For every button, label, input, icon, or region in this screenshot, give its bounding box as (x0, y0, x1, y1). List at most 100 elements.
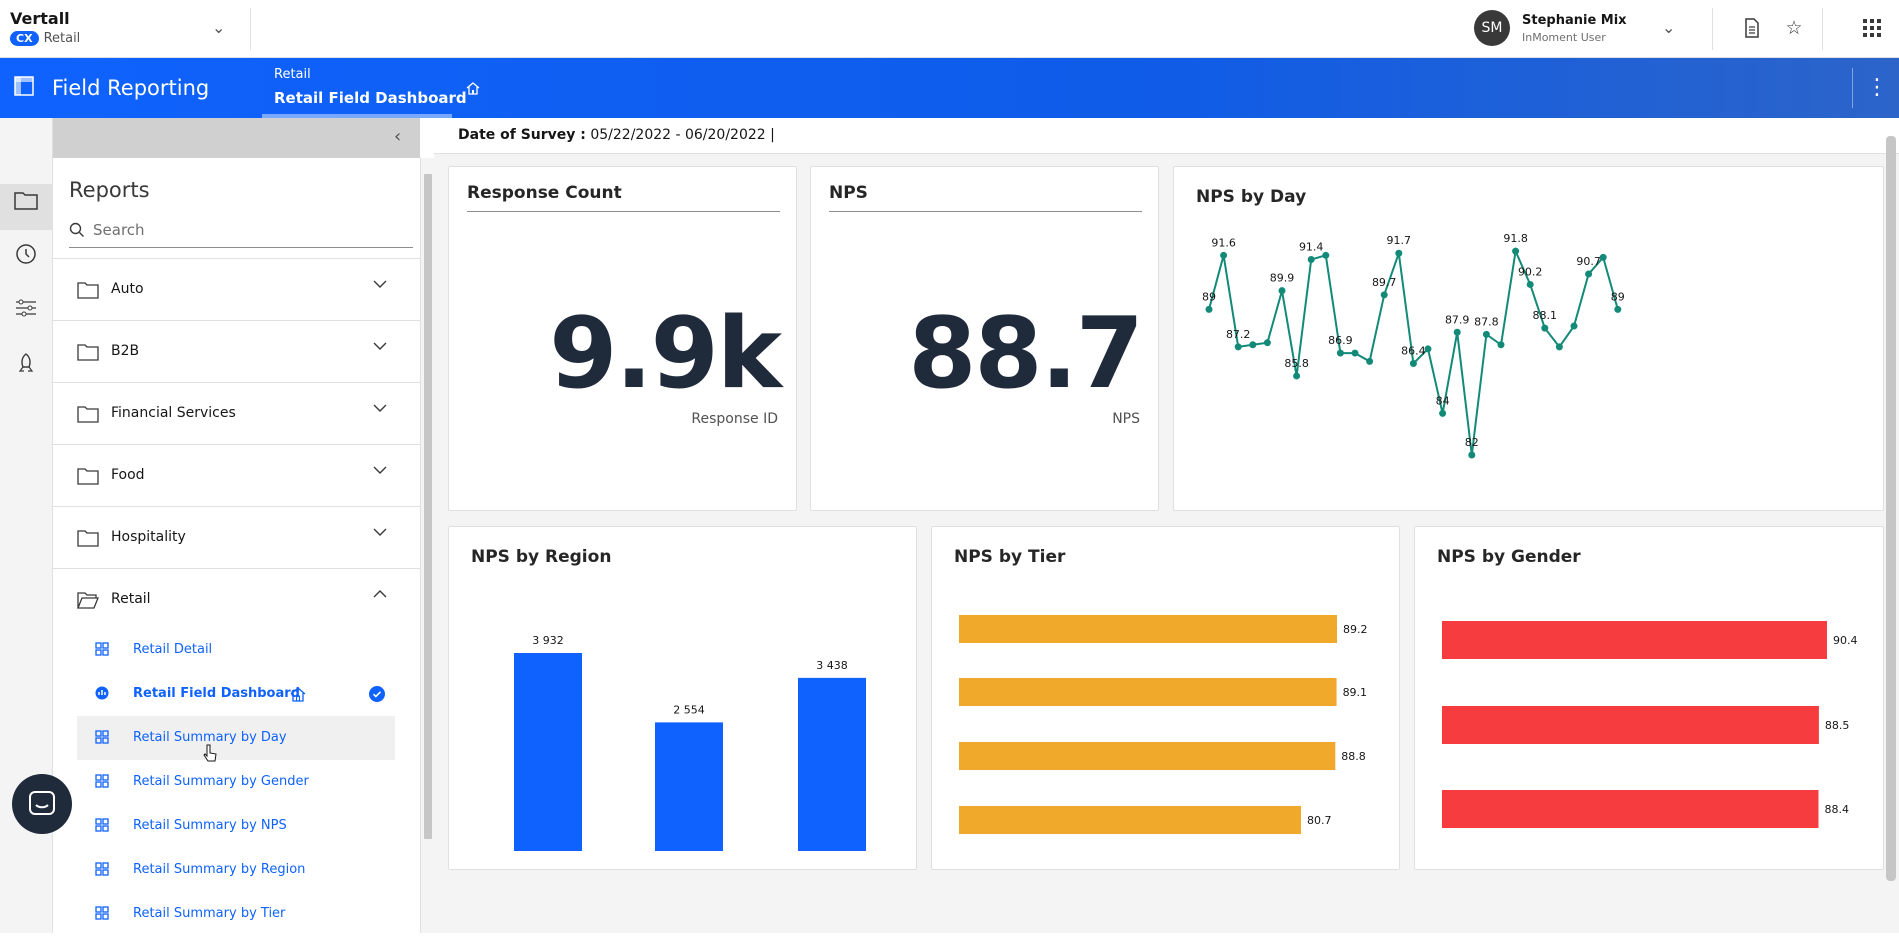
bar-label: 3 932 (532, 634, 564, 647)
avatar: SM (1474, 10, 1510, 46)
bar (1442, 790, 1819, 828)
data-label: 91.7 (1387, 234, 1412, 247)
data-point (1205, 305, 1213, 313)
data-point (1380, 291, 1388, 299)
reports-panel: Reports Search Auto B2B Financial Servic… (53, 158, 420, 933)
settings-sliders-icon[interactable] (12, 294, 40, 322)
org-sub-label: Retail (43, 31, 81, 46)
document-icon[interactable] (1740, 16, 1764, 40)
folder-icon[interactable] (12, 186, 40, 214)
data-label: 89 (1202, 290, 1216, 303)
collapse-panel-icon[interactable]: ‹ (394, 126, 402, 147)
data-point (1351, 349, 1359, 357)
filter-bar[interactable]: Date of Survey : 05/22/2022 - 06/20/2022… (434, 118, 1899, 154)
data-point (1497, 341, 1505, 349)
rail-active-indicator (0, 184, 53, 230)
data-point (1453, 328, 1461, 336)
chevron-down-icon[interactable]: ⌄ (212, 18, 226, 37)
report-item[interactable]: Retail Summary by NPS (77, 804, 395, 848)
chat-launcher-button[interactable] (12, 774, 72, 834)
grid-report-icon (95, 774, 109, 788)
scrollbar-thumb[interactable] (424, 174, 432, 839)
filter-value: 05/22/2022 - 06/20/2022 (590, 127, 766, 143)
folder-icon (77, 530, 99, 547)
chevron-down-icon (373, 404, 387, 412)
org-name: Vertall (10, 9, 70, 28)
folder-label: Retail (111, 591, 151, 607)
app-grid-icon[interactable] (1860, 16, 1884, 40)
chevron-down-icon (373, 342, 387, 350)
history-icon[interactable] (12, 240, 40, 268)
data-label: 85.8 (1284, 357, 1309, 370)
user-menu[interactable]: SM Stephanie Mix InMoment User (1474, 10, 1627, 46)
breadcrumb-parent[interactable]: Retail (274, 67, 311, 82)
kpi-label: Response ID (691, 411, 778, 427)
divider (1852, 68, 1853, 108)
report-item[interactable]: Retail Summary by Gender (77, 760, 395, 804)
data-label: 87.8 (1474, 315, 1499, 328)
folder-label: B2B (111, 343, 140, 359)
data-label: 90.2 (1518, 265, 1543, 278)
data-point (1614, 305, 1622, 313)
folder-food[interactable]: Food (53, 444, 420, 506)
panel-scrollbar[interactable] (420, 158, 434, 933)
folder-icon (77, 406, 99, 423)
folder-hospitality[interactable]: Hospitality (53, 506, 420, 568)
report-item[interactable]: Retail Detail (77, 628, 395, 672)
active-tab-indicator (262, 114, 452, 118)
chat-icon (29, 791, 55, 815)
folder-icon (77, 282, 99, 299)
folder-b2b[interactable]: B2B (53, 320, 420, 382)
folder-icon (77, 468, 99, 485)
report-item[interactable]: Retail Summary by Region (77, 848, 395, 892)
report-item-label: Retail Summary by NPS (133, 818, 287, 833)
data-label: 91.6 (1211, 236, 1236, 249)
data-point (1293, 372, 1301, 380)
data-label: 87.9 (1445, 313, 1470, 326)
user-role: InMoment User (1522, 30, 1606, 44)
report-item[interactable]: Retail Summary by Day (77, 716, 395, 762)
bar (1442, 706, 1819, 744)
org-switcher[interactable]: Vertall CX Retail (10, 9, 80, 46)
data-label: 91.4 (1299, 240, 1324, 253)
grid-report-icon (95, 906, 109, 920)
home-icon[interactable] (465, 80, 481, 96)
search-input[interactable]: Search (69, 212, 413, 248)
overflow-menu-icon[interactable]: ⋮ (1866, 75, 1888, 100)
chevron-down-icon (373, 528, 387, 536)
bar-label: 3 438 (816, 659, 848, 672)
star-icon[interactable]: ☆ (1785, 17, 1803, 39)
chevron-up-icon (373, 590, 387, 598)
nps-by-tier-chart: 89.2 89.1 88.8 80.7 (959, 615, 1368, 834)
kpi-value: 9.9k (549, 297, 782, 411)
breadcrumb: Retail Retail Field Dashboard (274, 67, 467, 107)
card-title: NPS by Gender (1437, 547, 1581, 567)
breadcrumb-current[interactable]: Retail Field Dashboard (274, 89, 467, 107)
folder-auto[interactable]: Auto (53, 258, 420, 320)
report-item-active[interactable]: Retail Field Dashboard (77, 672, 395, 716)
chevron-down-icon[interactable]: ⌄ (1662, 18, 1676, 37)
nps-card: NPS 88.7 NPS (810, 166, 1159, 511)
data-point (1234, 343, 1242, 351)
folder-financial-services[interactable]: Financial Services (53, 382, 420, 444)
data-point (1512, 247, 1520, 255)
report-item[interactable]: Retail Summary by Tier (77, 892, 395, 936)
rocket-icon[interactable] (12, 350, 40, 378)
card-title: Response Count (467, 183, 780, 212)
data-label: 84 (1436, 394, 1450, 407)
card-title: NPS by Day (1196, 187, 1307, 207)
bar (655, 722, 723, 851)
card-title: NPS (829, 183, 1142, 212)
divider (1822, 8, 1823, 50)
nps-by-gender-card: NPS by Gender 90.4 88.5 88.4 (1414, 526, 1884, 870)
data-label: 82 (1465, 436, 1479, 449)
data-label: 89.9 (1270, 272, 1295, 285)
bar-label: 89.2 (1343, 623, 1368, 636)
folder-retail[interactable]: Retail (53, 568, 420, 630)
report-item-label: Retail Summary by Day (133, 730, 287, 745)
bar (959, 806, 1301, 834)
data-point (1599, 253, 1607, 261)
main-scrollbar[interactable] (1886, 136, 1896, 881)
folder-label: Hospitality (111, 529, 186, 545)
data-label: 87.2 (1226, 328, 1251, 341)
